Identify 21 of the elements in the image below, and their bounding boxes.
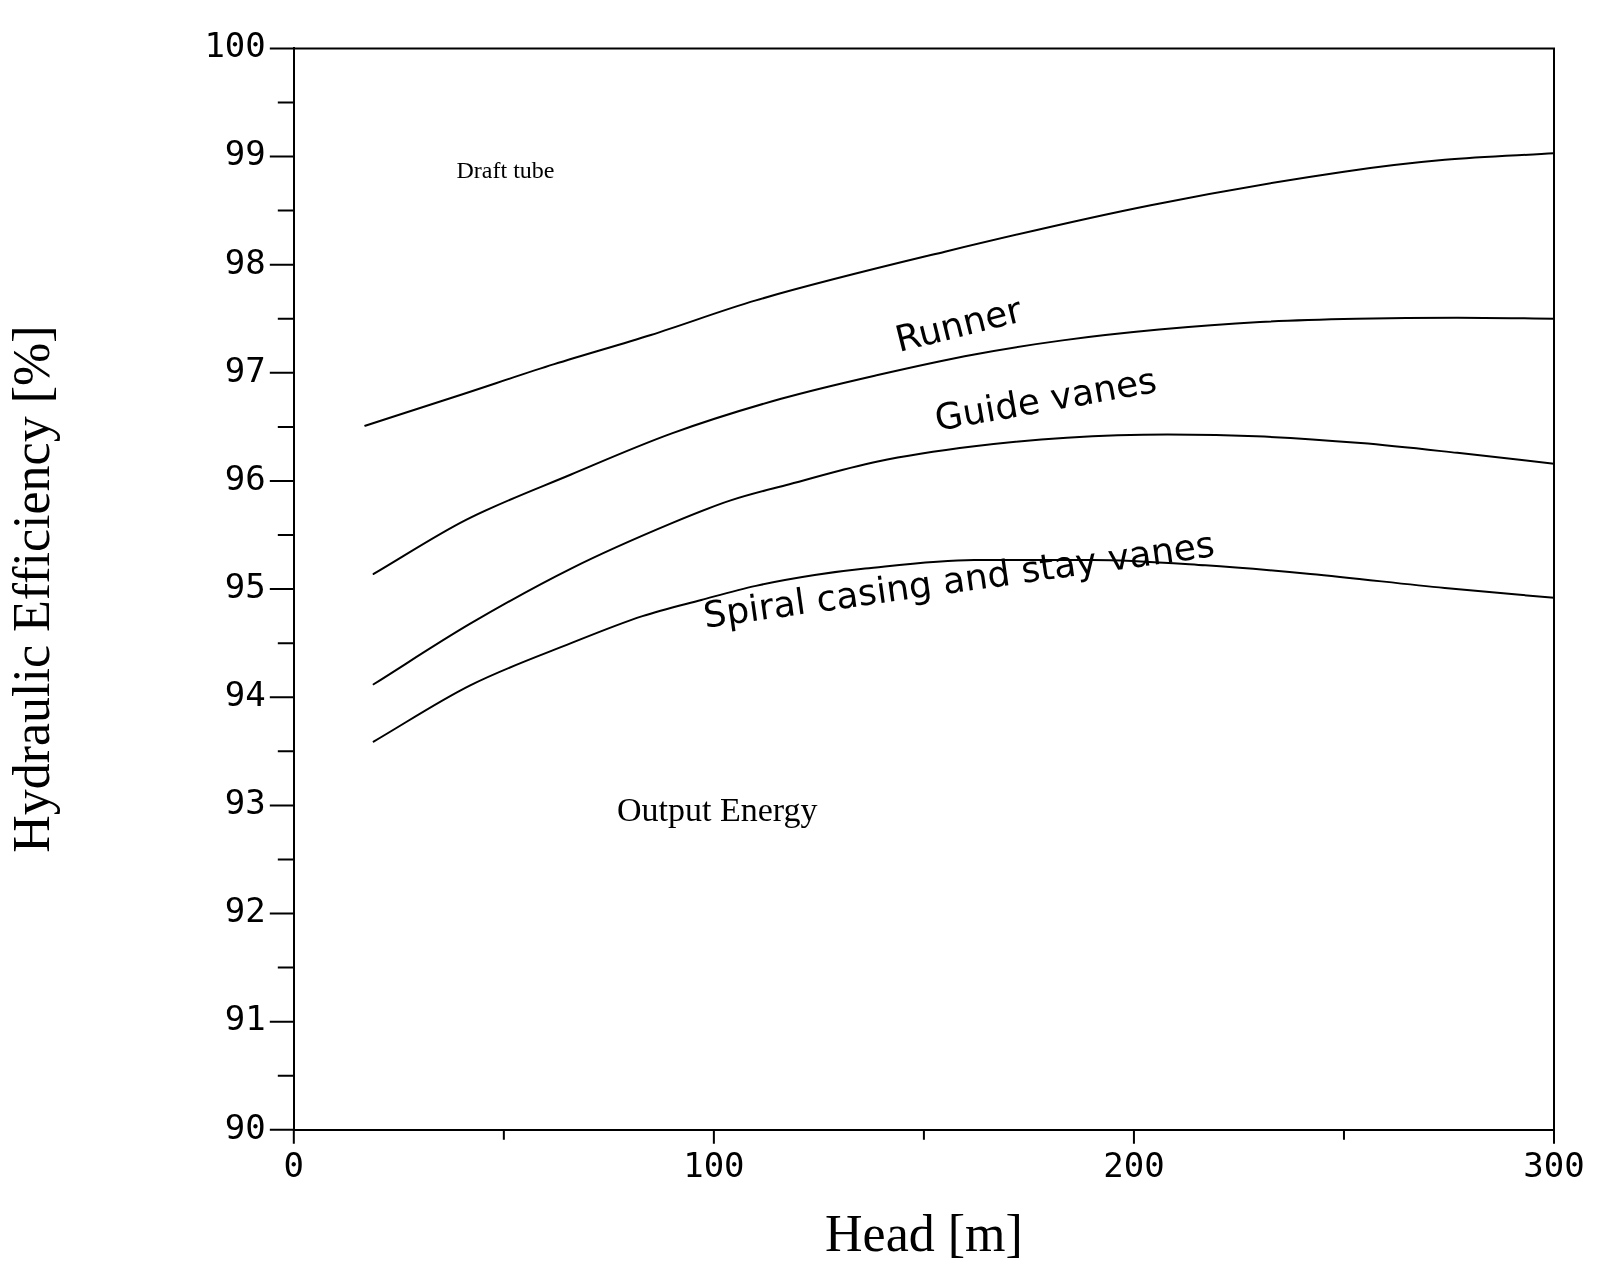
y-tick-label: 93 <box>224 782 266 823</box>
y-tick-label: 96 <box>224 457 266 498</box>
y-tick-label: 91 <box>224 998 266 1039</box>
y-tick-label: 98 <box>224 241 266 282</box>
y-tick-label: 99 <box>224 133 266 174</box>
annotation: Runner <box>890 288 1027 360</box>
x-tick-label: 0 <box>283 1145 305 1186</box>
x-tick-label: 200 <box>1103 1145 1165 1186</box>
y-tick-label: 94 <box>224 674 266 715</box>
x-tick-label: 100 <box>683 1145 745 1186</box>
annotation: Output Energy <box>616 790 818 828</box>
annotation: Guide vanes <box>931 359 1160 439</box>
x-axis-title: Head [m] <box>825 1205 1023 1263</box>
y-tick-label: 97 <box>224 349 266 390</box>
annotation: Draft tube <box>456 156 555 183</box>
y-tick-label: 100 <box>204 25 266 66</box>
y-tick-label: 95 <box>224 565 266 606</box>
y-tick-label: 92 <box>224 890 266 931</box>
x-tick-label: 300 <box>1523 1145 1585 1186</box>
y-axis-title: Hydraulic Efficiency [%] <box>2 325 60 853</box>
y-tick-label: 90 <box>224 1106 266 1147</box>
